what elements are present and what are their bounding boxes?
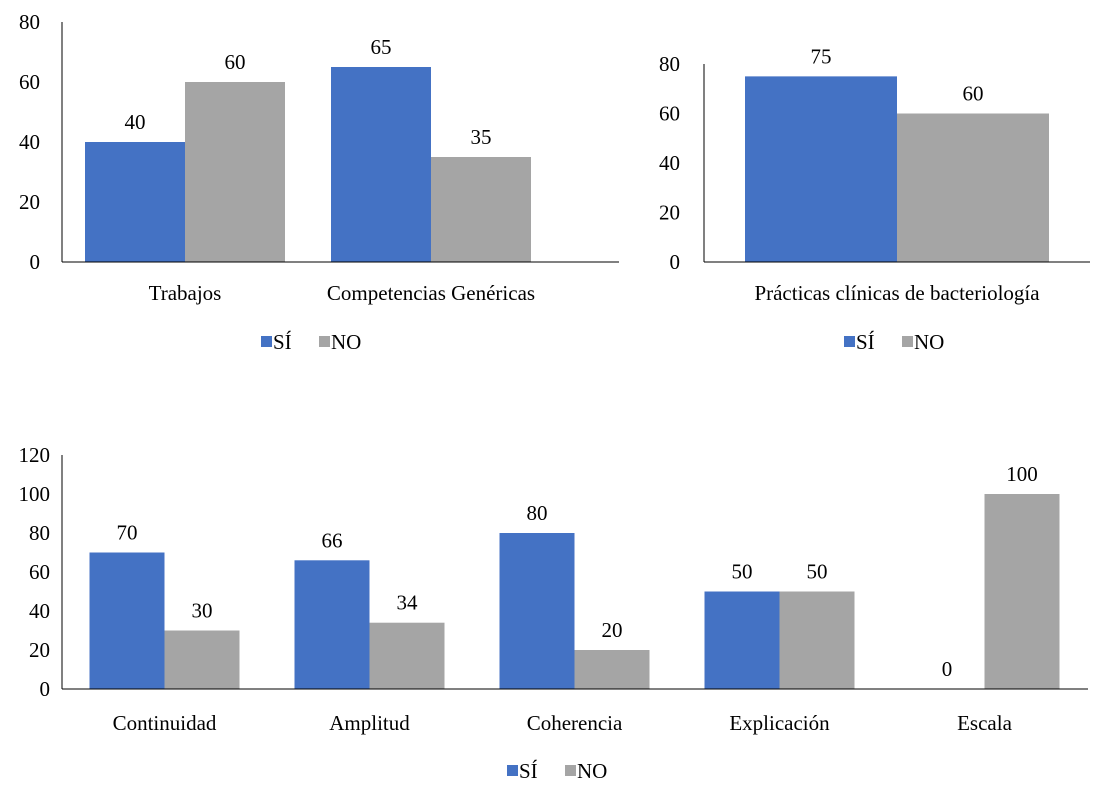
chart-3-legend-swatch (507, 765, 518, 776)
chart-3-data-label: 34 (397, 591, 419, 615)
chart-3-y-tick-label: 40 (29, 599, 50, 623)
chart-3-y-tick-label: 100 (19, 482, 51, 506)
chart-3-data-label: 0 (942, 657, 953, 681)
chart-3-data-label: 66 (322, 528, 343, 552)
chart-3-bar-no (984, 494, 1060, 689)
chart-3-category-label: Escala (957, 711, 1012, 735)
chart-3-data-label: 50 (807, 560, 828, 584)
chart-2-y-tick-label: 40 (659, 151, 680, 175)
chart-1-data-label: 65 (371, 35, 392, 59)
chart-1-bar-si (85, 142, 185, 262)
chart-3-bar-no (369, 622, 445, 689)
chart-3-data-label: 100 (1006, 462, 1038, 486)
chart-2-y-tick-label: 80 (659, 52, 680, 76)
chart-2-data-label: 75 (811, 44, 832, 68)
chart-1-data-label: 60 (225, 50, 246, 74)
chart-3-legend-swatch (565, 765, 576, 776)
chart-2-data-label: 60 (963, 82, 984, 106)
chart-2-bar-no (897, 113, 1049, 262)
chart-1-y-tick-label: 80 (19, 10, 40, 34)
chart-1-bar-si (331, 67, 431, 262)
chart-3-y-tick-label: 80 (29, 521, 50, 545)
chart-2-y-tick-label: 20 (659, 201, 680, 225)
chart-2-y-tick-label: 0 (670, 250, 681, 274)
chart-2-category-label: Prácticas clínicas de bacteriología (754, 281, 1040, 305)
chart-3-bar-si (499, 533, 575, 689)
chart-2-legend-label: NO (914, 330, 944, 354)
chart-1-legend-label: SÍ (273, 330, 292, 354)
chart-1-y-tick-label: 60 (19, 70, 40, 94)
chart-3-legend-label: SÍ (519, 759, 538, 783)
chart-1-y-tick-label: 40 (19, 130, 40, 154)
chart-2-y-tick-label: 60 (659, 102, 680, 126)
chart-3-bar-no (164, 630, 240, 689)
chart-3-y-tick-label: 120 (19, 443, 51, 467)
chart-2-legend-swatch (844, 336, 855, 347)
chart-2-legend-label: SÍ (856, 330, 875, 354)
chart-3-data-label: 70 (117, 521, 138, 545)
chart-1-y-tick-label: 0 (30, 250, 41, 274)
chart-1-legend-label: NO (331, 330, 361, 354)
chart-3-category-label: Coherencia (527, 711, 623, 735)
chart-1-y-tick-label: 20 (19, 190, 40, 214)
chart-3-bar-si (704, 591, 780, 689)
chart-3-y-tick-label: 0 (40, 677, 51, 701)
chart-3-bar-si (294, 560, 370, 689)
chart-1-data-label: 35 (471, 125, 492, 149)
chart-1-legend-swatch (261, 336, 272, 347)
chart-1-data-label: 40 (125, 110, 146, 134)
chart-3-category-label: Continuidad (113, 711, 217, 735)
chart-3-bar-si (89, 552, 165, 689)
chart-1-category-label: Competencias Genéricas (327, 281, 535, 305)
chart-2-bar-si (745, 76, 897, 262)
chart-3-category-label: Amplitud (329, 711, 410, 735)
chart-3-data-label: 30 (192, 599, 213, 623)
chart-3-data-label: 20 (602, 618, 623, 642)
chart-2-legend-swatch (902, 336, 913, 347)
chart-3-data-label: 50 (732, 560, 753, 584)
chart-3-category-label: Explicación (729, 711, 830, 735)
chart-1-bar-no (431, 157, 531, 262)
chart-3-y-tick-label: 60 (29, 560, 50, 584)
chart-3-data-label: 80 (527, 501, 548, 525)
chart-1-legend-swatch (319, 336, 330, 347)
chart-1-category-label: Trabajos (149, 281, 222, 305)
chart-3-y-tick-label: 20 (29, 638, 50, 662)
chart-3-bar-no (779, 591, 855, 689)
chart-3-bar-no (574, 650, 650, 689)
chart-1-bar-no (185, 82, 285, 262)
chart-3-legend-label: NO (577, 759, 607, 783)
